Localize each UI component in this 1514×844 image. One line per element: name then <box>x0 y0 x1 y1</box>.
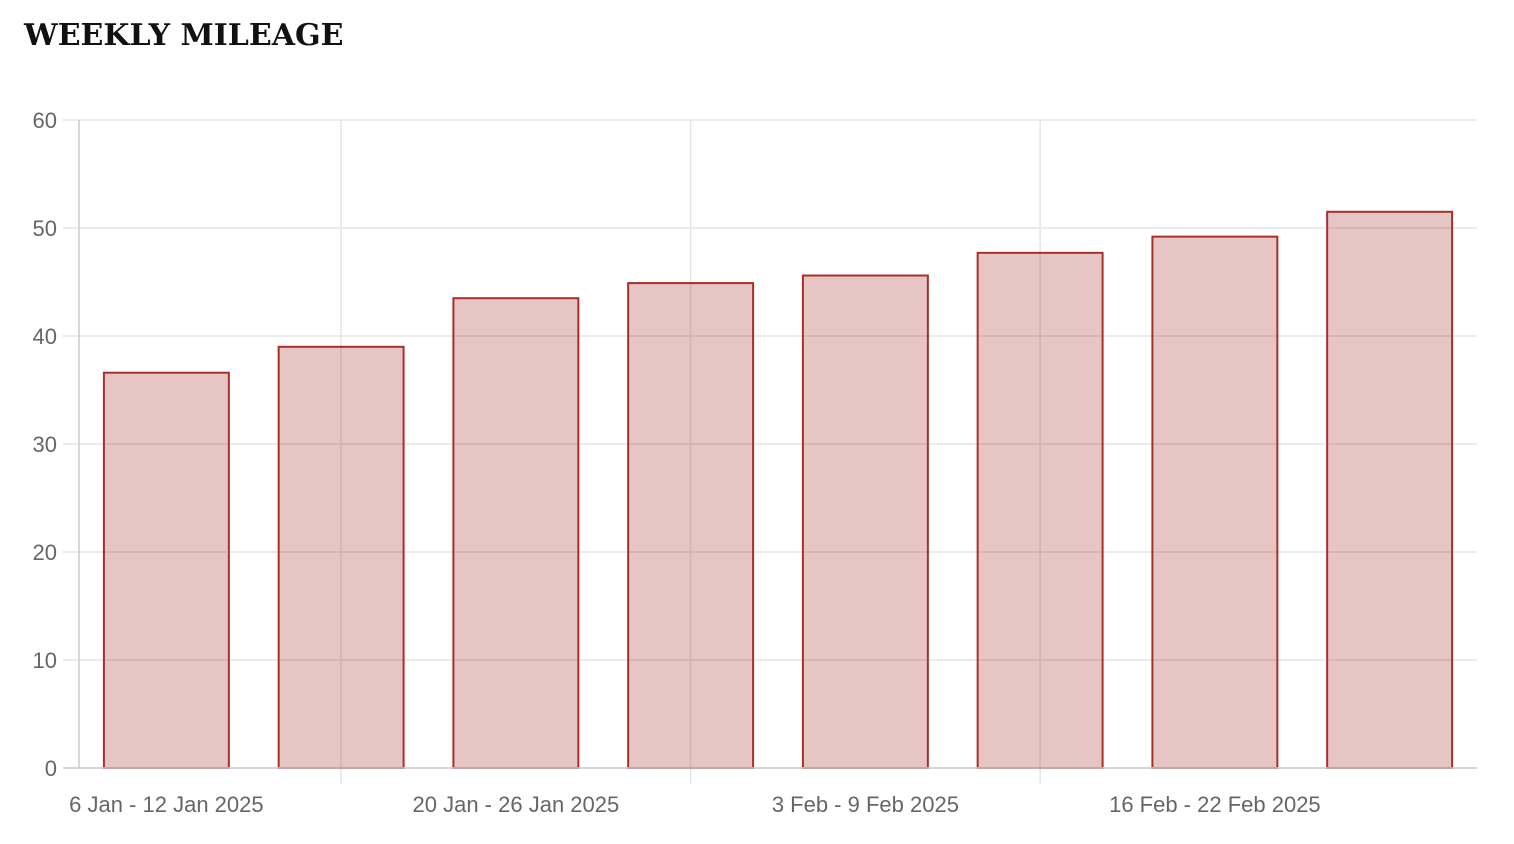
y-tick-label: 20 <box>33 540 57 565</box>
y-tick-label: 0 <box>45 756 57 781</box>
y-tick-labels: 0 10 20 30 40 50 60 <box>33 108 57 781</box>
axes <box>63 120 1477 769</box>
bar[interactable] <box>976 251 1104 769</box>
bar[interactable] <box>102 371 230 769</box>
bar[interactable] <box>452 297 580 769</box>
bar[interactable] <box>1151 235 1279 769</box>
bar[interactable] <box>801 274 929 769</box>
y-tick-label: 10 <box>33 648 57 673</box>
y-tick-label: 40 <box>33 324 57 349</box>
x-tick-label: 3 Feb - 9 Feb 2025 <box>772 792 959 817</box>
bars <box>102 210 1454 770</box>
x-gridlines <box>340 120 1041 784</box>
x-tick-label: 20 Jan - 26 Jan 2025 <box>413 792 620 817</box>
x-tick-label: 16 Feb - 22 Feb 2025 <box>1109 792 1321 817</box>
bar[interactable] <box>1326 210 1454 770</box>
x-tick-label: 6 Jan - 12 Jan 2025 <box>69 792 263 817</box>
y-tick-label: 60 <box>33 108 57 133</box>
bar[interactable] <box>627 282 755 769</box>
x-tick-labels: 6 Jan - 12 Jan 2025 20 Jan - 26 Jan 2025 3… <box>69 792 1321 817</box>
y-tick-label: 30 <box>33 432 57 457</box>
y-tick-label: 50 <box>33 216 57 241</box>
bar[interactable] <box>277 345 405 769</box>
chart-title: WEEKLY MILEAGE <box>24 18 344 53</box>
